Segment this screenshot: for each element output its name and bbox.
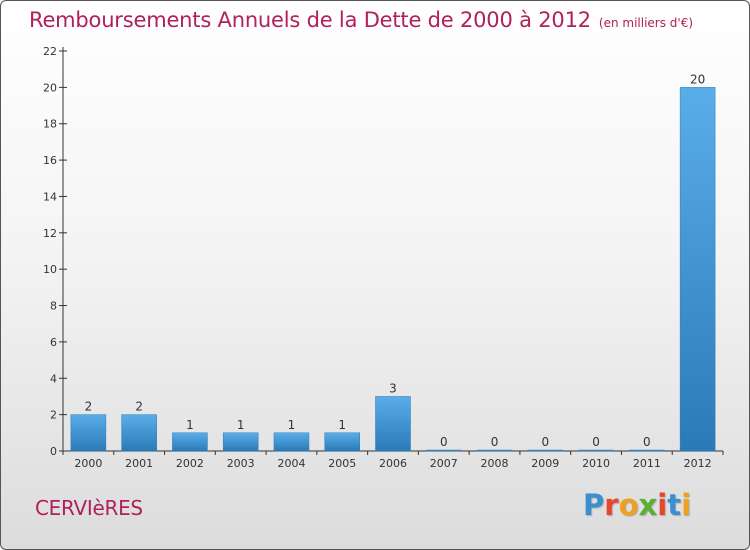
data-label: 0 bbox=[541, 435, 549, 449]
bar bbox=[679, 87, 716, 452]
title-text: Remboursements Annuels de la Dette de 20… bbox=[29, 8, 591, 32]
bar bbox=[476, 449, 513, 452]
data-label: 1 bbox=[186, 418, 194, 432]
data-label: 2 bbox=[85, 400, 93, 414]
y-tick-label: 6 bbox=[50, 336, 57, 349]
y-tick-label: 14 bbox=[43, 190, 57, 203]
labels: 0246810121416182022220002200112002120031… bbox=[43, 45, 712, 470]
logo-letter: P bbox=[583, 488, 605, 522]
x-tick-label: 2004 bbox=[277, 457, 305, 470]
y-tick-label: 20 bbox=[43, 81, 57, 94]
y-tick-label: 18 bbox=[43, 118, 57, 131]
x-tick-label: 2001 bbox=[125, 457, 153, 470]
logo-letter: i bbox=[657, 488, 668, 522]
x-tick-label: 2012 bbox=[684, 457, 712, 470]
commune-name: CERVIèRES bbox=[35, 496, 143, 520]
bar bbox=[273, 432, 310, 452]
data-label: 0 bbox=[491, 435, 499, 449]
x-tick-label: 2006 bbox=[379, 457, 407, 470]
y-tick-label: 16 bbox=[43, 154, 57, 167]
data-label: 0 bbox=[440, 435, 448, 449]
data-label: 2 bbox=[135, 400, 143, 414]
logo-letter: i bbox=[681, 488, 692, 522]
y-tick-label: 10 bbox=[43, 263, 57, 276]
data-label: 0 bbox=[643, 435, 651, 449]
data-label: 20 bbox=[690, 72, 705, 86]
bar bbox=[70, 414, 107, 452]
x-tick-label: 2007 bbox=[430, 457, 458, 470]
x-tick-label: 2010 bbox=[582, 457, 610, 470]
bar bbox=[324, 432, 360, 452]
unit-label: (en milliers d'€) bbox=[598, 16, 694, 30]
logo-letter: t bbox=[667, 488, 682, 522]
data-label: 1 bbox=[237, 418, 245, 432]
bar bbox=[578, 449, 614, 452]
bar bbox=[172, 432, 208, 452]
bars bbox=[70, 87, 716, 452]
data-label: 1 bbox=[288, 418, 296, 432]
proxiti-logo[interactable]: Proxiti bbox=[583, 488, 691, 522]
y-tick-label: 0 bbox=[50, 445, 57, 458]
bar bbox=[527, 449, 564, 452]
logo-letter: o bbox=[618, 488, 639, 522]
data-label: 3 bbox=[389, 381, 397, 395]
y-tick-label: 8 bbox=[50, 300, 57, 313]
bar bbox=[222, 432, 259, 452]
data-label: 1 bbox=[338, 418, 346, 432]
bar bbox=[629, 449, 665, 452]
bar bbox=[375, 396, 411, 452]
x-tick-label: 2003 bbox=[227, 457, 255, 470]
logo-letter: x bbox=[638, 488, 658, 522]
chart-title: Remboursements Annuels de la Dette de 20… bbox=[29, 8, 693, 32]
x-tick-label: 2008 bbox=[481, 457, 509, 470]
x-tick-label: 2005 bbox=[328, 457, 356, 470]
y-tick-label: 2 bbox=[50, 409, 57, 422]
logo-letter: r bbox=[604, 488, 619, 522]
bar bbox=[121, 414, 157, 452]
x-tick-label: 2011 bbox=[633, 457, 661, 470]
y-tick-label: 4 bbox=[50, 372, 57, 385]
y-tick-label: 22 bbox=[43, 45, 57, 58]
x-tick-label: 2002 bbox=[176, 457, 204, 470]
bar bbox=[426, 449, 462, 452]
x-tick-label: 2000 bbox=[74, 457, 102, 470]
y-tick-label: 12 bbox=[43, 227, 57, 240]
data-label: 0 bbox=[592, 435, 600, 449]
x-tick-label: 2009 bbox=[531, 457, 559, 470]
